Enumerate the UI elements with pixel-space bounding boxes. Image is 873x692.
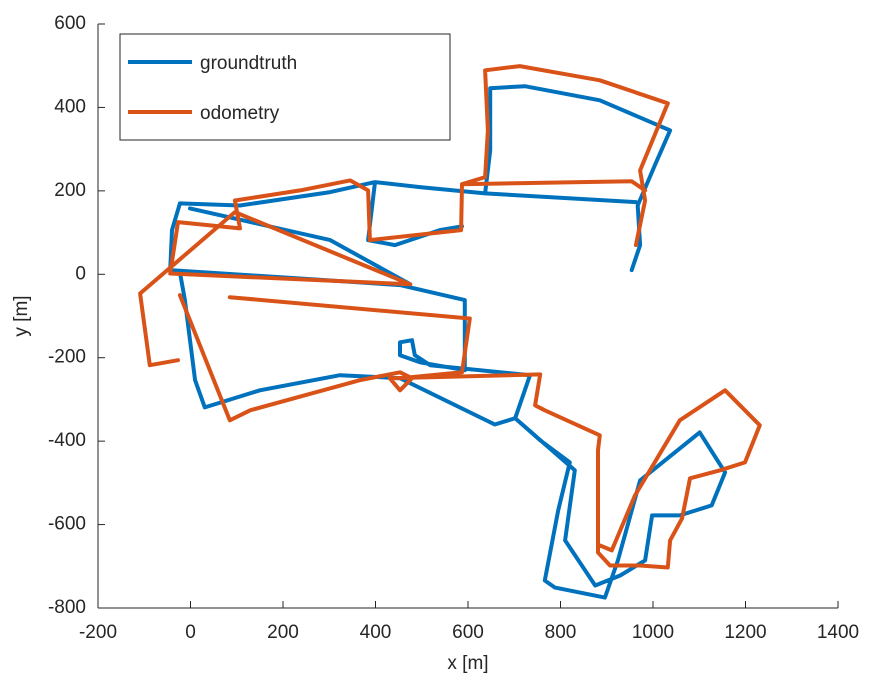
y-tick-label: 400 xyxy=(54,96,86,117)
x-tick-label: 200 xyxy=(267,622,299,643)
y-tick-label: 600 xyxy=(54,13,86,34)
legend-label: groundtruth xyxy=(200,53,297,74)
series-line xyxy=(138,64,762,570)
y-tick-label: -400 xyxy=(48,430,86,451)
y-tick-label: -200 xyxy=(48,347,86,368)
y-tick-label: -600 xyxy=(48,514,86,535)
x-axis-label: x [m] xyxy=(447,653,488,674)
x-tick-label: 800 xyxy=(545,622,577,643)
x-tick-label: 0 xyxy=(185,622,196,643)
x-tick-label: 600 xyxy=(452,622,484,643)
x-tick-label: 1000 xyxy=(632,622,674,643)
y-axis-label: y [m] xyxy=(11,295,32,336)
legend-label: odometry xyxy=(200,103,280,124)
y-tick-label: -800 xyxy=(48,597,86,618)
series-line xyxy=(168,84,728,600)
x-tick-label: 400 xyxy=(360,622,392,643)
y-tick-label: 200 xyxy=(54,180,86,201)
x-tick-label: 1200 xyxy=(724,622,766,643)
legend-box xyxy=(119,33,451,141)
x-tick-label: 1400 xyxy=(817,622,859,643)
x-tick-label: -200 xyxy=(79,622,117,643)
y-tick-label: 0 xyxy=(75,263,86,284)
